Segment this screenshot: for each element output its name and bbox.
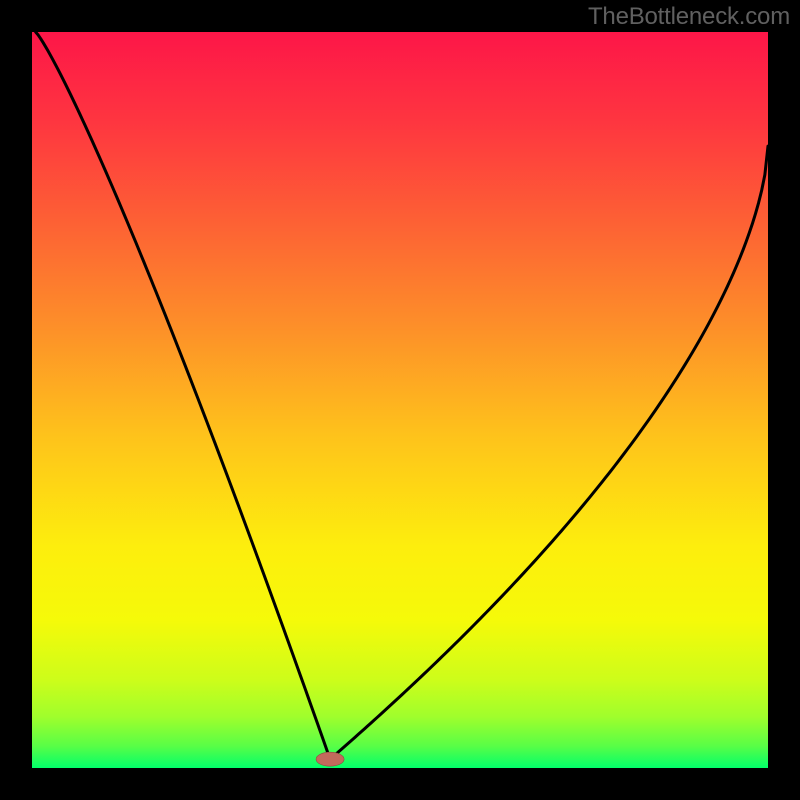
gradient-background [32,32,768,768]
attribution-text: TheBottleneck.com [588,3,790,31]
plot-area [32,32,768,768]
chart-container: TheBottleneck.com [0,0,800,800]
valley-marker [316,752,344,766]
plot-svg [32,32,768,768]
